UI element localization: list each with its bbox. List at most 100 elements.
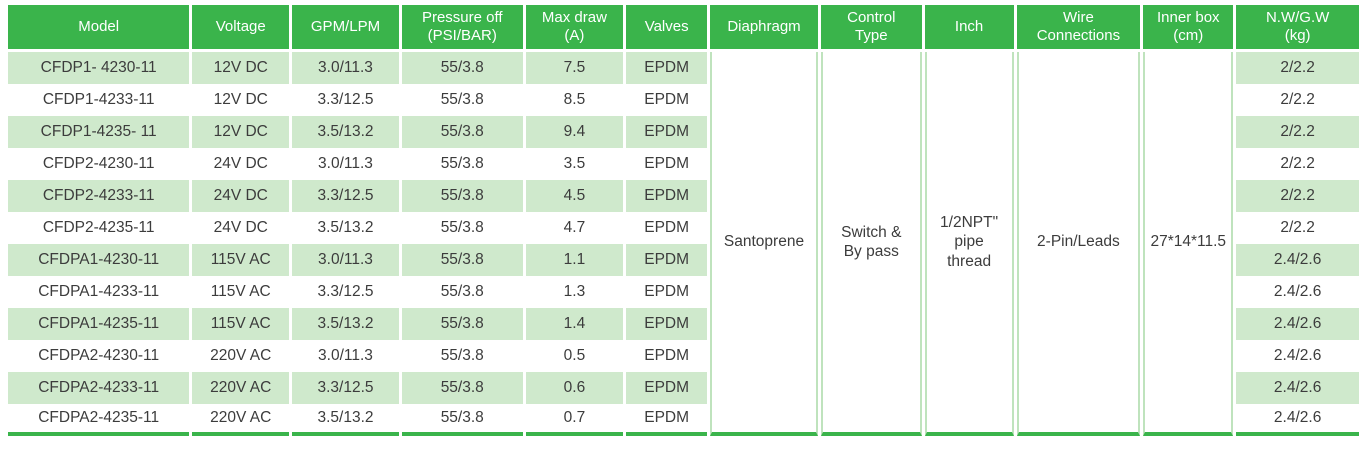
cell-valves: EPDM: [626, 52, 708, 84]
column-header-control_type: Control Type: [820, 5, 922, 52]
cell-model: CFDPA1-4233-11: [38, 283, 160, 301]
cell-voltage: 12V DC: [192, 116, 290, 148]
cell-voltage: 12V DC: [192, 52, 290, 84]
table-row: CFDP1-4233-11 12V DC 3.3/12.5 55/3.8 8.5 EPDM…: [8, 84, 1359, 116]
cell-model: CFDP1- 4230-11: [8, 52, 190, 84]
cell-diaphragm: Santoprene: [710, 52, 818, 436]
cell-voltage: 115V AC: [192, 308, 290, 340]
column-header-nw_gw: N.W/G.W (kg): [1236, 5, 1359, 52]
column-header-voltage: Voltage: [192, 5, 290, 52]
cell-pressure_off: 55/3.8: [401, 244, 523, 276]
column-header-max_draw: Max draw (A): [525, 5, 624, 52]
cell-max_draw: 7.5: [525, 52, 624, 84]
cell-max_draw: 8.5: [563, 91, 586, 109]
cell-pressure_off: 55/3.8: [401, 52, 523, 84]
product-spec-table: Model Voltage GPM/LPM Pressure off (PSI/BAR…: [5, 5, 1362, 436]
table-row: CFDPA2-4233-11 220V AC 3.3/12.5 55/3.8 0.6 EP…: [8, 372, 1359, 404]
cell-wire_connections: 2-Pin/Leads: [1016, 52, 1141, 436]
column-header-pressure_off: Pressure off (PSI/BAR): [401, 5, 523, 52]
cell-model: CFDPA2-4233-11: [8, 372, 190, 404]
cell-pressure_off: 55/3.8: [401, 308, 523, 340]
cell-voltage: 220V AC: [210, 347, 272, 365]
cell-gpm_lpm: 3.5/13.2: [317, 219, 374, 237]
cell-max_draw: 0.6: [525, 372, 624, 404]
table-row: CFDP2-4235-11 24V DC 3.5/13.2 55/3.8 4.7 EPDM…: [8, 212, 1359, 244]
cell-gpm_lpm: 3.0/11.3: [292, 52, 399, 84]
cell-model: CFDP2-4235-11: [42, 219, 155, 237]
cell-pressure_off: 55/3.8: [440, 283, 484, 301]
cell-pressure_off: 55/3.8: [440, 347, 484, 365]
cell-voltage: 24V DC: [192, 180, 290, 212]
cell-pressure_off: 55/3.8: [440, 155, 484, 173]
column-header-wire_connections: Wire Connections: [1016, 5, 1141, 52]
cell-nw_gw: 2/2.2: [1236, 52, 1359, 84]
cell-valves: EPDM: [626, 372, 708, 404]
cell-pressure_off: 55/3.8: [401, 372, 523, 404]
cell-gpm_lpm: 3.3/12.5: [317, 91, 374, 109]
cell-pressure_off: 55/3.8: [440, 91, 484, 109]
cell-model: CFDP1-4233-11: [42, 91, 155, 109]
column-header-model: Model: [8, 5, 190, 52]
table-row: CFDP1- 4230-11 12V DC 3.0/11.3 55/3.8 7.5 EPD…: [8, 52, 1359, 436]
table-row: CFDP1-4235- 11 12V DC 3.5/13.2 55/3.8 9.4 EPD…: [8, 116, 1359, 148]
cell-valves: EPDM: [644, 91, 690, 109]
cell-voltage: 115V AC: [192, 244, 290, 276]
cell-gpm_lpm: 3.0/11.3: [318, 347, 373, 365]
cell-voltage: 220V AC: [192, 372, 290, 404]
cell-nw_gw: 2.4/2.6: [1236, 244, 1359, 276]
cell-max_draw: 1.4: [525, 308, 624, 340]
cell-max_draw: 1.1: [525, 244, 624, 276]
cell-model: CFDP2-4230-11: [42, 155, 155, 173]
cell-nw_gw: 2/2.2: [1280, 219, 1315, 237]
cell-voltage: 115V AC: [210, 283, 271, 301]
cell-voltage: 24V DC: [213, 155, 268, 173]
cell-model: CFDPA1-4235-11: [8, 308, 190, 340]
cell-inch: 1/2NPT" pipe thread: [924, 52, 1014, 436]
cell-model: CFDP2-4233-11: [8, 180, 190, 212]
column-header-gpm_lpm: GPM/LPM: [292, 5, 399, 52]
cell-valves: EPDM: [644, 219, 690, 237]
cell-nw_gw: 2/2.2: [1236, 116, 1359, 148]
cell-gpm_lpm: 3.5/13.2: [292, 404, 399, 436]
table-row: CFDP2-4230-11 24V DC 3.0/11.3 55/3.8 3.5 EPDM…: [8, 148, 1359, 180]
cell-nw_gw: 2.4/2.6: [1273, 347, 1322, 365]
cell-nw_gw: 2.4/2.6: [1236, 404, 1359, 436]
cell-max_draw: 4.7: [563, 219, 586, 237]
cell-max_draw: 3.5: [563, 155, 586, 173]
cell-gpm_lpm: 3.0/11.3: [292, 244, 399, 276]
table-header: Model Voltage GPM/LPM Pressure off (PSI/BAR…: [8, 5, 1359, 52]
cell-valves: EPDM: [644, 347, 690, 365]
cell-nw_gw: 2.4/2.6: [1236, 372, 1359, 404]
cell-voltage: 12V DC: [213, 91, 268, 109]
cell-valves: EPDM: [626, 116, 708, 148]
cell-model: CFDPA1-4230-11: [8, 244, 190, 276]
cell-valves: EPDM: [626, 244, 708, 276]
cell-valves: EPDM: [626, 308, 708, 340]
cell-nw_gw: 2/2.2: [1280, 155, 1315, 173]
cell-gpm_lpm: 3.0/11.3: [318, 155, 373, 173]
cell-nw_gw: 2/2.2: [1280, 91, 1315, 109]
header-row: Model Voltage GPM/LPM Pressure off (PSI/BAR…: [8, 5, 1359, 52]
cell-gpm_lpm: 3.5/13.2: [292, 308, 399, 340]
cell-nw_gw: 2.4/2.6: [1273, 283, 1322, 301]
column-header-diaphragm: Diaphragm: [710, 5, 818, 52]
table-row: CFDP2-4233-11 24V DC 3.3/12.5 55/3.8 4.5 EPDM…: [8, 180, 1359, 212]
column-header-inner_box: Inner box (cm): [1143, 5, 1234, 52]
cell-model: CFDPA2-4235-11: [8, 404, 190, 436]
cell-inner_box: 27*14*11.5: [1143, 52, 1234, 436]
cell-gpm_lpm: 3.3/12.5: [317, 283, 374, 301]
cell-valves: EPDM: [644, 155, 690, 173]
cell-voltage: 220V AC: [192, 404, 290, 436]
cell-pressure_off: 55/3.8: [440, 219, 484, 237]
cell-max_draw: 1.3: [563, 283, 586, 301]
column-header-inch: Inch: [924, 5, 1014, 52]
table-row: CFDPA2-4235-11 220V AC 3.5/13.2 55/3.8 0.7 EP…: [8, 404, 1359, 436]
table-body: CFDP1- 4230-11 12V DC 3.0/11.3 55/3.8 7.5 EPD…: [8, 52, 1359, 436]
cell-gpm_lpm: 3.5/13.2: [292, 116, 399, 148]
cell-valves: EPDM: [626, 404, 708, 436]
cell-valves: EPDM: [626, 180, 708, 212]
cell-pressure_off: 55/3.8: [401, 404, 523, 436]
cell-max_draw: 0.7: [525, 404, 624, 436]
cell-control_type: Switch & By pass: [820, 52, 922, 436]
cell-pressure_off: 55/3.8: [401, 180, 523, 212]
